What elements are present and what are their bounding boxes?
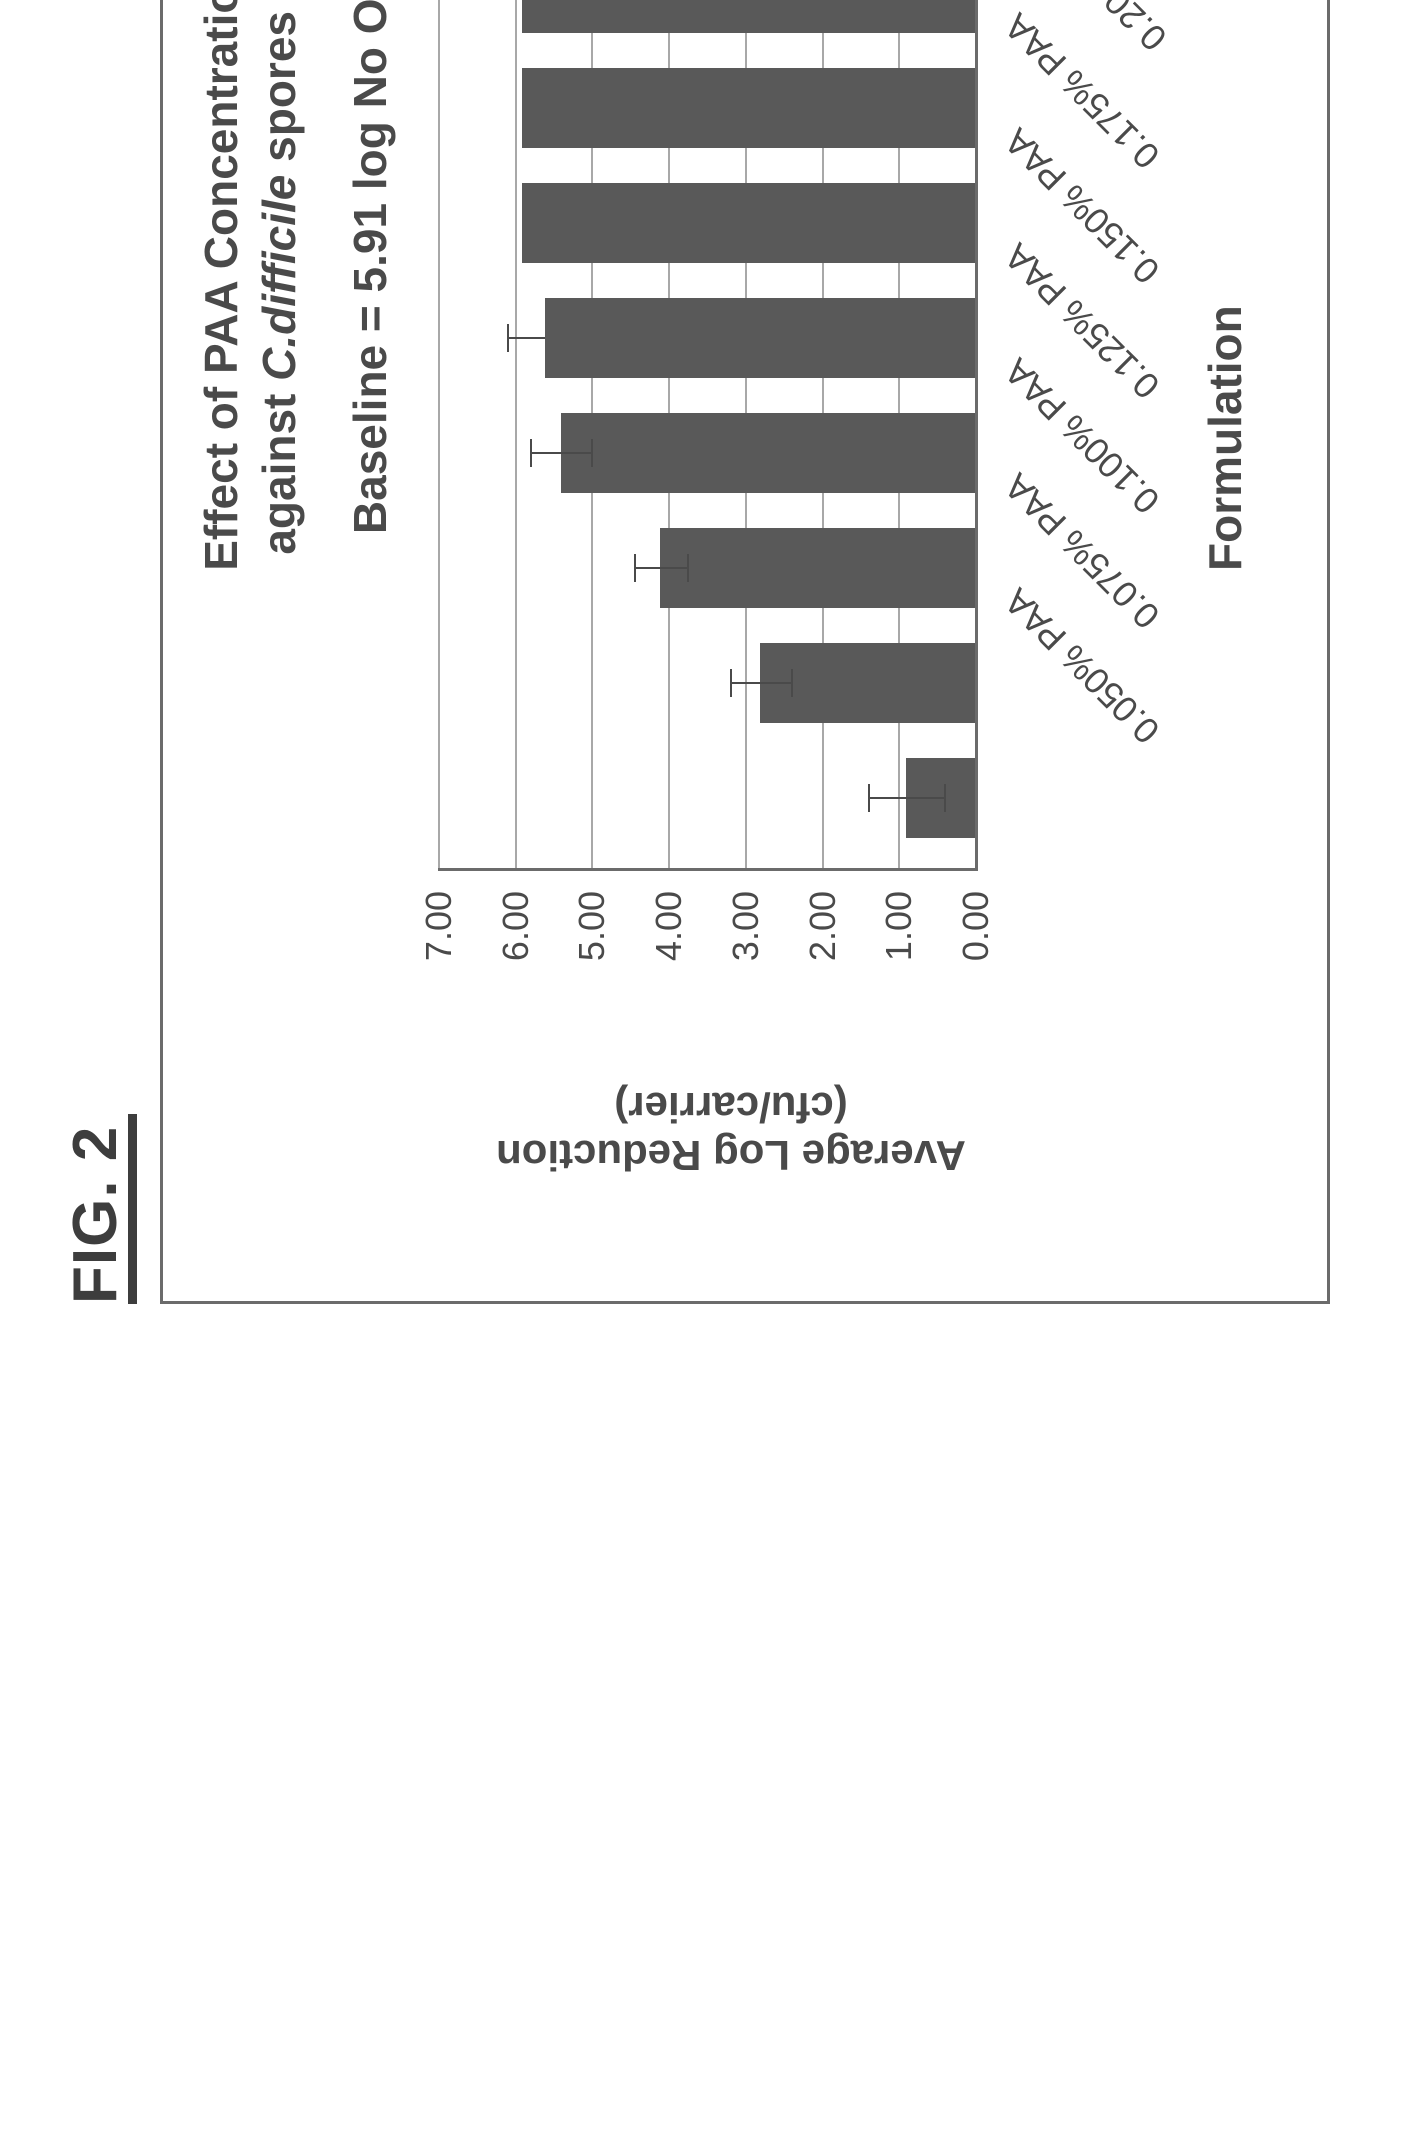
plot-area	[438, 0, 978, 871]
error-cap	[530, 439, 532, 467]
error-cap	[634, 554, 636, 582]
y-tick-label: 7.00	[418, 891, 460, 1001]
error-cap	[944, 784, 946, 812]
y-tick-label: 3.00	[725, 891, 767, 1001]
y-tick-label: 0.00	[955, 891, 997, 1001]
bar	[660, 528, 975, 608]
bar	[561, 413, 975, 493]
y-axis-title: Average Log Reduction (cfu/carrier)	[451, 1083, 1011, 1179]
error-cap	[730, 669, 732, 697]
gridline	[515, 0, 517, 868]
y-axis-title-line2: (cfu/carrier)	[614, 1084, 847, 1131]
chart-title-line1: Effect of PAA Concentration on Activity	[195, 0, 247, 571]
chart-title-line2-italic: C.difficile	[253, 175, 305, 381]
y-axis-title-line1: Average Log Reduction	[496, 1132, 966, 1179]
chart-subtitle: Baseline = 5.91 log No O.L. 01-06-09	[343, 0, 397, 781]
y-tick-label: 5.00	[571, 891, 613, 1001]
chart-title: Effect of PAA Concentration on Activity …	[193, 0, 308, 781]
error-cap	[868, 784, 870, 812]
bar	[545, 298, 975, 378]
y-tick-label: 2.00	[802, 891, 844, 1001]
bar	[522, 183, 975, 263]
error-cap	[507, 324, 509, 352]
y-tick-label: 6.00	[495, 891, 537, 1001]
y-tick-label: 1.00	[878, 891, 920, 1001]
error-cap	[687, 554, 689, 582]
figure-stage: FIG. 2 Effect of PAA Concentration on Ac…	[0, 0, 1404, 1404]
error-cap	[791, 669, 793, 697]
chart-title-line2-post: spores in the QCT 2	[253, 0, 305, 175]
figure-label-underline	[128, 1114, 137, 1304]
gridline	[438, 0, 440, 868]
error-bar	[507, 337, 545, 339]
bar	[522, 68, 975, 148]
figure-label: FIG. 2	[60, 1126, 131, 1304]
chart-frame: Effect of PAA Concentration on Activity …	[160, 0, 1330, 1304]
bar	[522, 0, 975, 33]
error-bar	[634, 567, 688, 569]
error-bar	[730, 682, 791, 684]
error-bar	[868, 797, 945, 799]
error-bar	[530, 452, 591, 454]
y-tick-label: 4.00	[648, 891, 690, 1001]
chart-title-line2-pre: against	[253, 381, 305, 555]
x-axis-title: Formulation	[1198, 305, 1252, 571]
error-cap	[591, 439, 593, 467]
